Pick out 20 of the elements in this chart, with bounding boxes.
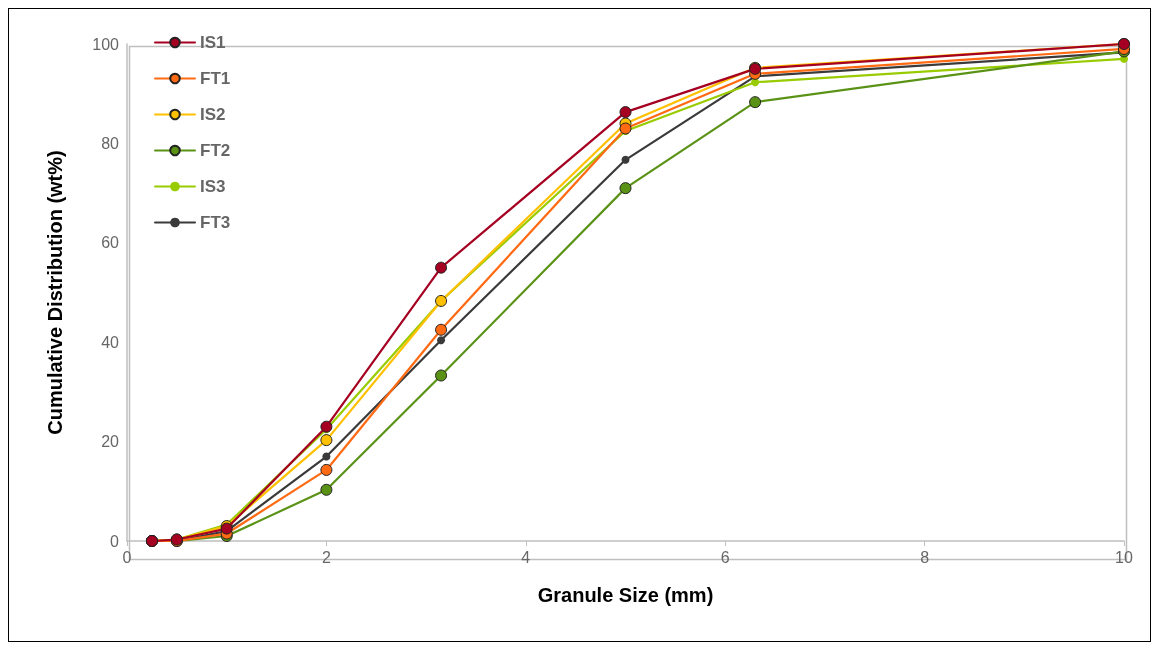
x-tick-label: 8 (920, 548, 930, 566)
y-axis-title: Cumulative Distribution (wt%) (44, 150, 66, 435)
y-tick-label: 60 (101, 234, 120, 252)
y-tick-label: 100 (92, 35, 120, 53)
legend-label: FT2 (200, 141, 231, 160)
x-axis-title: Granule Size (mm) (537, 584, 714, 606)
legend-label: FT1 (200, 69, 231, 88)
legend-label: FT3 (200, 213, 231, 232)
legend-label: IS2 (200, 105, 226, 124)
legend-label: IS1 (200, 33, 226, 52)
y-tick-label: 20 (101, 433, 120, 451)
x-tick-label: 2 (321, 548, 331, 566)
y-tick-label: 80 (101, 134, 120, 152)
x-tick-label: 4 (521, 548, 531, 566)
x-tick-label: 0 (122, 548, 132, 566)
y-tick-label: 0 (110, 532, 120, 550)
legend-label: IS3 (200, 177, 226, 196)
x-tick-label: 6 (720, 548, 730, 566)
y-tick-label: 40 (101, 333, 120, 351)
x-tick-label: 10 (1115, 548, 1133, 566)
